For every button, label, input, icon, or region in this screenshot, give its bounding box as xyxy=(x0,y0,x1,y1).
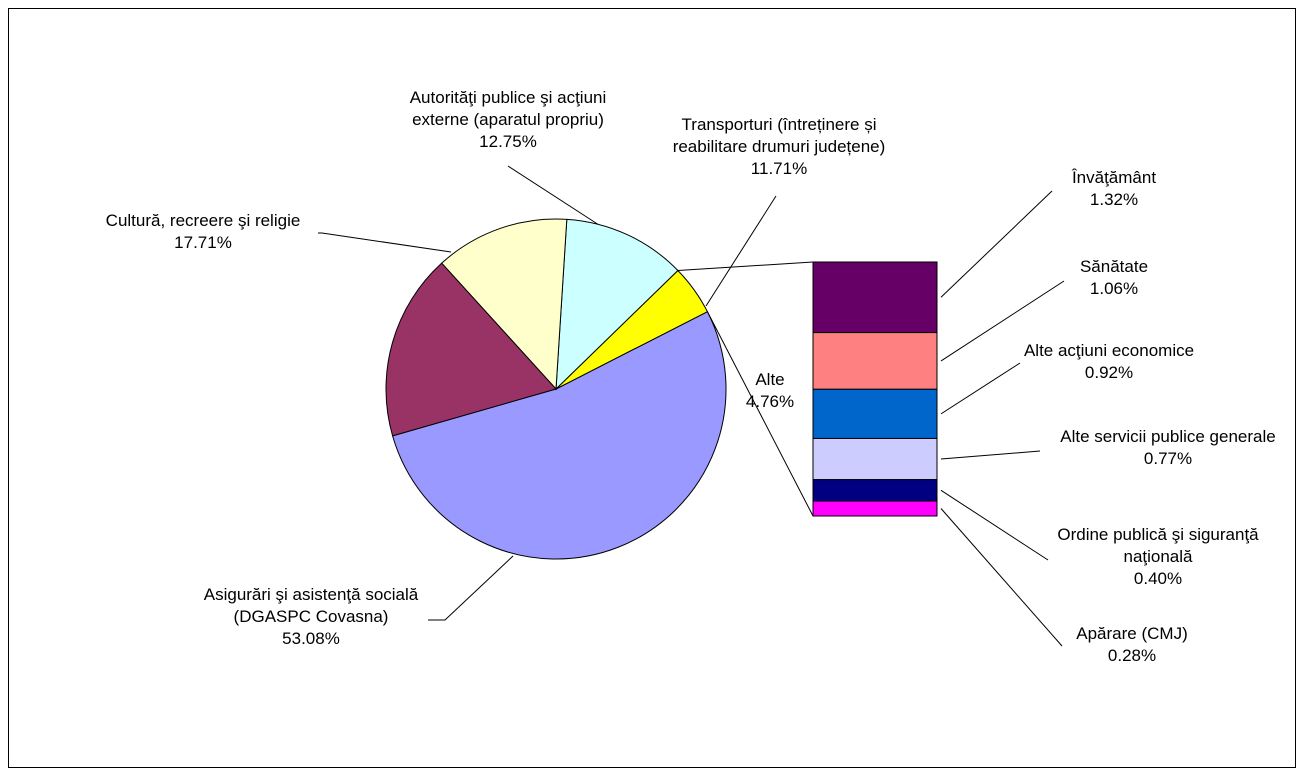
bar-segment-label-0: Învăţământ 1.32% xyxy=(1071,168,1156,209)
connector-line-top xyxy=(677,261,814,271)
pie-slice-label-3: Autorităţi publice şi acţiuni externe (ap… xyxy=(410,88,607,151)
bar-segment-0 xyxy=(812,261,938,334)
pie-slice-label-1: Alte 4.76% xyxy=(746,370,794,411)
leader-line-pie-4 xyxy=(318,232,452,253)
leader-line-bar-4 xyxy=(940,489,1049,561)
leader-line-pie-0 xyxy=(428,555,514,621)
pie-slice-2 xyxy=(555,218,679,391)
leader-line-pie-2 xyxy=(705,195,777,307)
pie-slice-3 xyxy=(440,218,568,391)
bar-segment-label-2: Alte acţiuni economice 0.92% xyxy=(1024,341,1194,382)
pie-slice-label-0: Asigurări şi asistenţă socială (DGASPC Co… xyxy=(204,585,419,648)
pie xyxy=(385,218,727,560)
bar-segment-1 xyxy=(812,332,938,390)
bar-segment-4 xyxy=(812,479,938,502)
leader-line-pie-3 xyxy=(507,165,600,226)
bar-segment-5 xyxy=(812,500,938,517)
leader-line-bar-1 xyxy=(940,280,1065,362)
leader-line-bar-2 xyxy=(940,362,1021,415)
breakdown-bar xyxy=(812,261,938,517)
bar-segment-label-1: Sănătate 1.06% xyxy=(1080,257,1148,298)
data-labels: Asigurări şi asistenţă socială (DGASPC Co… xyxy=(106,88,1276,665)
leader-line-bar-0 xyxy=(940,190,1053,298)
pie-slice-label-2: Transporturi (întreținere și reabilitare … xyxy=(673,115,886,178)
bar-segment-2 xyxy=(812,388,938,439)
bar-segment-label-5: Apărare (CMJ) 0.28% xyxy=(1076,624,1187,665)
leader-line-bar-5 xyxy=(940,508,1063,647)
leader-lines xyxy=(318,165,1065,647)
pie-slice-4 xyxy=(385,262,557,437)
leader-line-bar-3 xyxy=(940,450,1041,460)
pie-slice-0 xyxy=(391,310,727,560)
bar-segment-label-4: Ordine publică şi siguranţă naţională 0.40… xyxy=(1057,525,1259,588)
bar-segment-3 xyxy=(812,437,938,481)
bar-segment-label-3: Alte servicii publice generale 0.77% xyxy=(1060,427,1275,468)
pie-slice-label-4: Cultură, recreere şi religie 17.71% xyxy=(106,211,301,252)
connector-line-bottom xyxy=(706,311,814,517)
